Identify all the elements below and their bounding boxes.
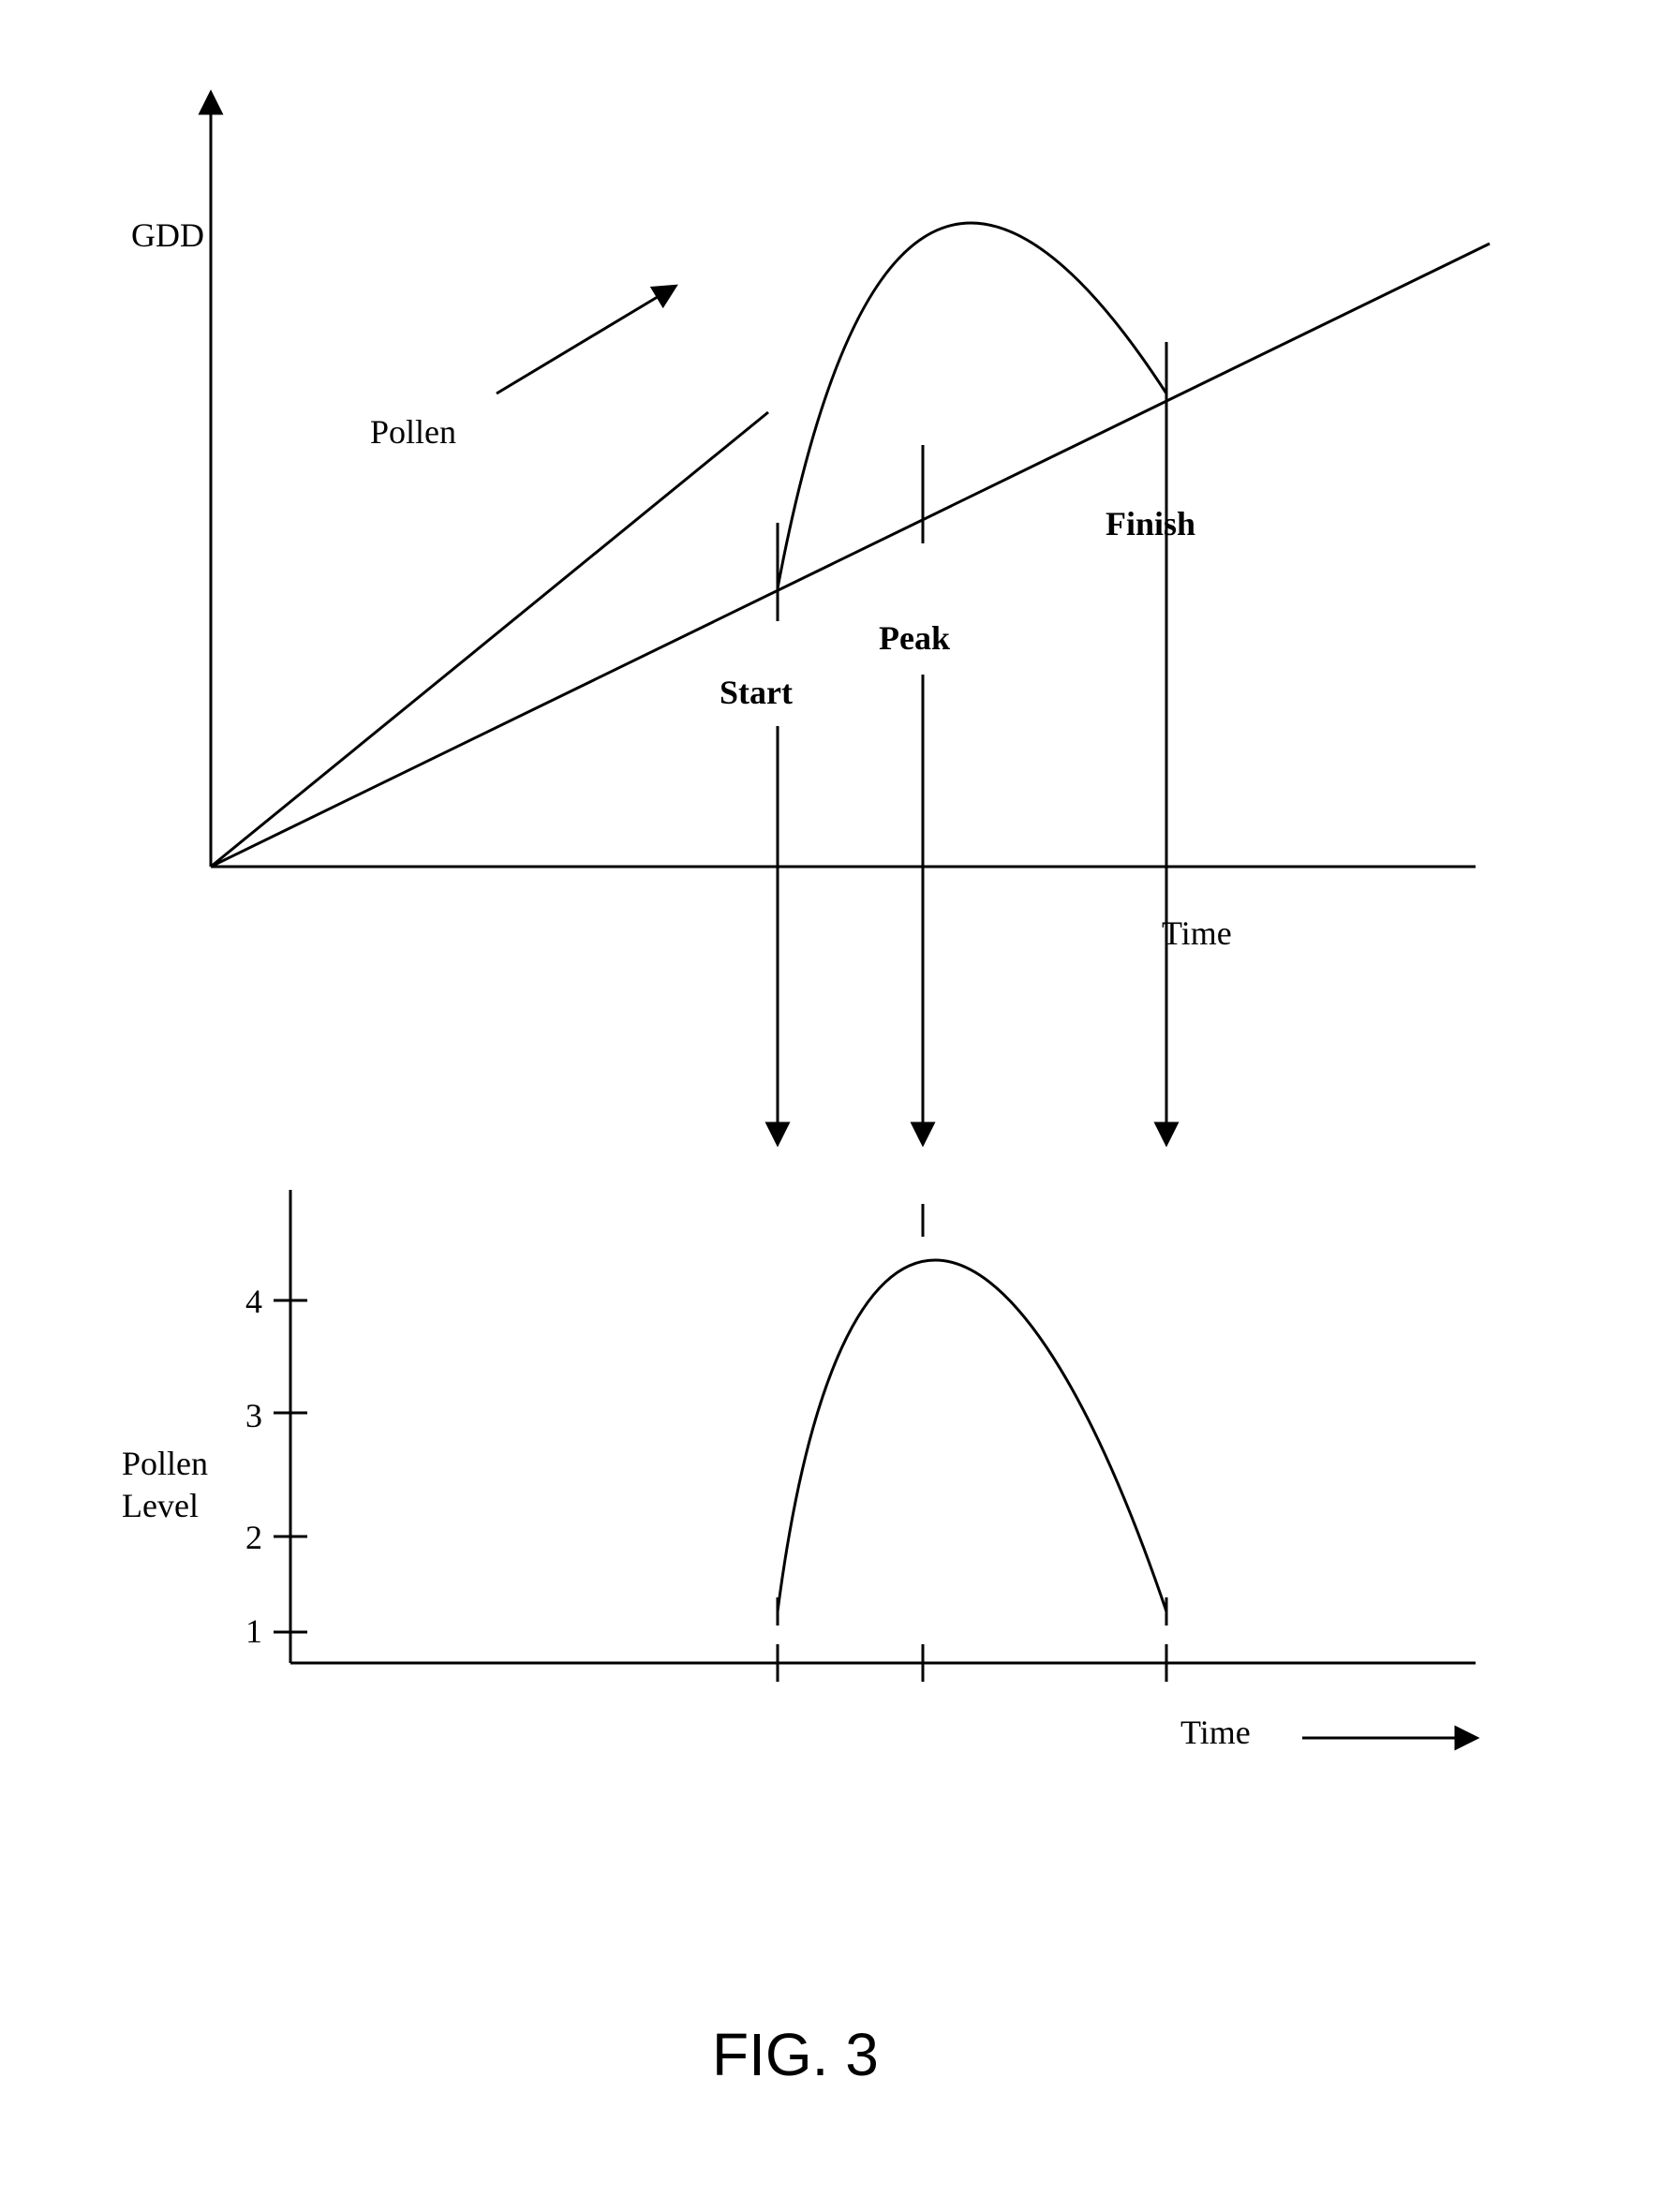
ytick-1: 1: [245, 1611, 262, 1651]
bottom-chart: [274, 1190, 1476, 1738]
finish-label: Finish: [1106, 504, 1195, 543]
start-label: Start: [720, 673, 793, 712]
top-y-axis-label: GDD: [131, 215, 204, 255]
pollen-label: Pollen: [370, 412, 456, 452]
bottom-y-axis-label-line1: PollenLevel: [122, 1445, 208, 1524]
ytick-4: 4: [245, 1282, 262, 1321]
ytick-3: 3: [245, 1396, 262, 1435]
top-chart: [211, 94, 1490, 867]
bottom-y-axis-label: PollenLevel: [122, 1443, 208, 1527]
peak-label: Peak: [879, 618, 950, 658]
bottom-x-axis-label: Time: [1180, 1713, 1251, 1752]
top-x-axis-label: Time: [1162, 913, 1232, 953]
figure-label: FIG. 3: [712, 2020, 879, 2089]
ytick-2: 2: [245, 1518, 262, 1557]
